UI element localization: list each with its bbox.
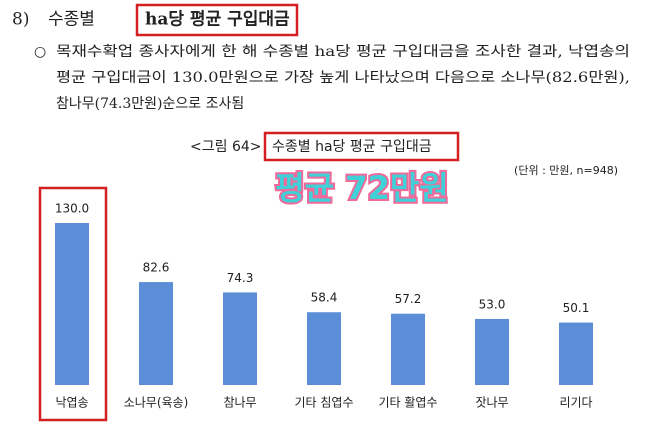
x-tick-label: 기타 활엽수 [378, 396, 437, 410]
bar [139, 282, 173, 385]
highlight-box [263, 131, 460, 162]
x-tick-label: 기타 침엽수 [294, 396, 353, 410]
value-label: 53.0 [479, 297, 506, 311]
x-tick-label: 잣나무 [475, 396, 508, 410]
bullet: ○ [34, 44, 46, 60]
bar [223, 292, 257, 385]
value-label: 74.3 [227, 271, 254, 285]
highlight-box [38, 186, 108, 422]
value-label: 50.1 [563, 301, 590, 315]
paragraph-line: 참나무(74.3만원)순으로 조사됨 [56, 96, 244, 112]
annotation: 평균 72만원 [275, 169, 448, 207]
heading-prefix: 수종별 [48, 10, 95, 30]
value-label: 82.6 [143, 261, 170, 275]
x-tick-label: 소나무(육송) [124, 396, 189, 410]
value-label: 58.4 [311, 291, 338, 305]
value-label: 57.2 [395, 292, 422, 306]
paragraph-line: 평균 구입대금이 130.0만원으로 가장 높게 나타났으며 다음으로 소나무(… [56, 70, 630, 86]
figure-title: 수종별 ha당 평균 구입대금 [272, 139, 432, 155]
chart: 130.0 낙엽송 82.6 소나무(육송) 74.3 참나무 58.4 기타 침엽수 57.2… [55, 202, 593, 410]
bar [559, 322, 593, 385]
value-label: 130.0 [55, 202, 89, 216]
bar [307, 312, 341, 385]
x-tick-label: 낙엽송 [55, 396, 88, 410]
x-tick-label: 리기다 [559, 396, 592, 410]
paragraph-line: 목재수확업 종사자에게 한 해 수종별 ha당 평균 구입대금을 조사한 결과,… [56, 44, 630, 60]
highlight-box [135, 3, 299, 37]
bar [391, 313, 425, 385]
heading-boxed: ha당 평균 구입대금 [145, 10, 290, 30]
heading-number: 8) [12, 10, 29, 30]
x-tick-label: 참나무 [223, 396, 256, 410]
figure-label: <그림 64> [190, 139, 262, 155]
bar [55, 223, 89, 385]
unit-note: (단위 : 만원, n=948) [514, 164, 618, 177]
bar [475, 318, 509, 385]
